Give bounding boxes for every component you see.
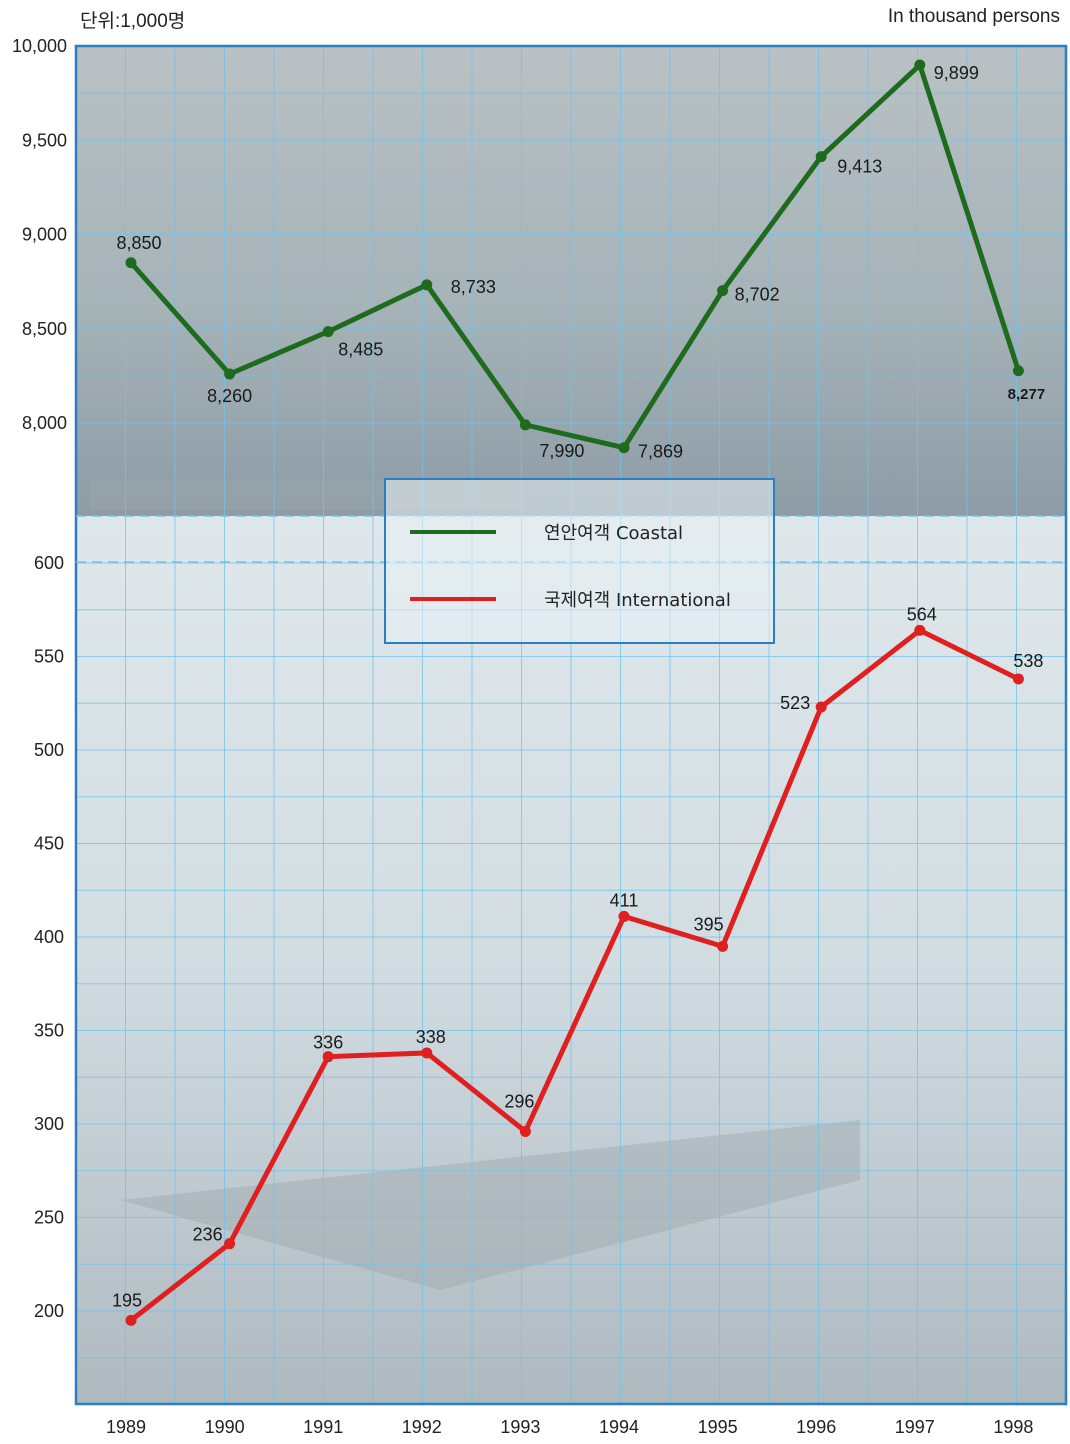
y-tick-label: 9,000	[22, 225, 67, 245]
data-label-international: 564	[907, 604, 937, 624]
y-tick-label: 8,500	[22, 319, 67, 339]
x-tick-label: 1990	[205, 1417, 245, 1437]
unit-label-english: In thousand persons	[887, 6, 1060, 27]
data-point-international	[1012, 673, 1024, 685]
data-label-coastal: 8,260	[207, 386, 252, 406]
data-label-international: 538	[1013, 651, 1043, 671]
data-label-coastal: 7,990	[539, 441, 584, 461]
data-point-coastal	[322, 326, 334, 338]
data-point-international	[815, 701, 827, 713]
y-tick-label: 350	[34, 1021, 64, 1041]
data-point-international	[618, 910, 630, 922]
legend-swatch-coastal	[410, 530, 496, 534]
legend: 연안여객 Coastal 국제여객 International	[384, 478, 775, 644]
data-label-international: 411	[610, 890, 639, 910]
series-line-international	[129, 627, 1020, 1323]
y-axis-ticks: 10,000 9,500 9,000 8,500 8,000 600 550 500 450 40…	[12, 36, 67, 1321]
data-point-international	[224, 1238, 236, 1250]
x-tick-label: 1994	[599, 1417, 639, 1437]
x-tick-label: 1991	[303, 1417, 343, 1437]
data-point-coastal	[421, 279, 433, 291]
data-point-coastal	[125, 257, 137, 269]
data-label-international: 523	[780, 693, 810, 713]
series-coastal: 8,850 8,260 8,485 8,733 7,990 7,869 8,702 9,413…	[116, 59, 1046, 462]
y-tick-label: 500	[34, 740, 64, 760]
y-tick-label: 550	[34, 647, 64, 667]
x-tick-label: 1995	[698, 1417, 738, 1437]
y-tick-label: 250	[34, 1208, 64, 1228]
y-tick-label: 600	[34, 553, 64, 573]
data-label-international: 296	[504, 1091, 534, 1111]
data-label-international: 236	[193, 1225, 223, 1245]
data-point-coastal	[717, 285, 729, 297]
data-label-coastal: 7,869	[638, 442, 683, 462]
data-point-international	[914, 624, 926, 636]
data-point-international	[519, 1125, 531, 1137]
plot-frame	[74, 44, 1068, 1406]
x-tick-label: 1993	[500, 1417, 540, 1437]
data-point-coastal	[618, 442, 630, 454]
data-label-international: 195	[112, 1290, 142, 1310]
data-point-international	[322, 1051, 334, 1063]
axis-break-lines	[76, 515, 1066, 563]
data-point-coastal	[914, 59, 926, 71]
series-layer: 8,850 8,260 8,485 8,733 7,990 7,869 8,702 9,413…	[112, 59, 1046, 1326]
data-point-international	[717, 940, 729, 952]
data-point-international	[421, 1047, 433, 1059]
data-label-coastal: 8,850	[116, 233, 161, 253]
x-tick-label: 1992	[402, 1417, 442, 1437]
data-label-international: 336	[313, 1033, 343, 1053]
data-point-international	[125, 1314, 137, 1326]
legend-swatch-international	[410, 597, 496, 601]
data-label-coastal: 8,702	[735, 285, 780, 305]
data-point-coastal	[1012, 365, 1024, 377]
data-label-international: 338	[416, 1027, 446, 1047]
x-axis-ticks: 1989 1990 1991 1992 1993 1994 1995 1996 1997 1998	[106, 1417, 1033, 1437]
unit-label-korean: 단위:1,000명	[80, 11, 186, 32]
legend-label-international: 국제여객 International	[544, 590, 731, 611]
x-tick-label: 1996	[796, 1417, 836, 1437]
series-international: 195 236 336 338 296 411 395 523 564 538	[112, 604, 1043, 1326]
y-tick-label: 8,000	[22, 413, 67, 433]
x-tick-label: 1989	[106, 1417, 146, 1437]
series-line-coastal	[129, 60, 1021, 451]
y-tick-label: 9,500	[22, 130, 67, 150]
x-tick-label: 1997	[895, 1417, 935, 1437]
grid-lines	[76, 46, 1066, 1404]
y-tick-label: 450	[34, 834, 64, 854]
data-label-coastal: 9,413	[837, 157, 882, 177]
data-label-international: 395	[694, 914, 724, 934]
data-label-coastal: 8,733	[451, 277, 496, 297]
x-tick-label: 1998	[993, 1417, 1033, 1437]
legend-item-international: 국제여객 International	[410, 587, 731, 611]
data-label-coastal: 8,485	[338, 340, 383, 360]
y-tick-label: 400	[34, 927, 64, 947]
data-point-coastal	[519, 419, 531, 431]
y-tick-label: 300	[34, 1114, 64, 1134]
data-label-coastal: 8,277	[1008, 386, 1046, 403]
legend-item-coastal: 연안여객 Coastal	[410, 520, 683, 544]
data-point-coastal	[815, 151, 827, 163]
data-label-coastal: 9,899	[934, 63, 979, 83]
data-point-coastal	[224, 368, 236, 380]
legend-label-coastal: 연안여객 Coastal	[544, 523, 684, 544]
y-tick-label: 10,000	[12, 36, 67, 56]
y-tick-label: 200	[34, 1301, 64, 1321]
